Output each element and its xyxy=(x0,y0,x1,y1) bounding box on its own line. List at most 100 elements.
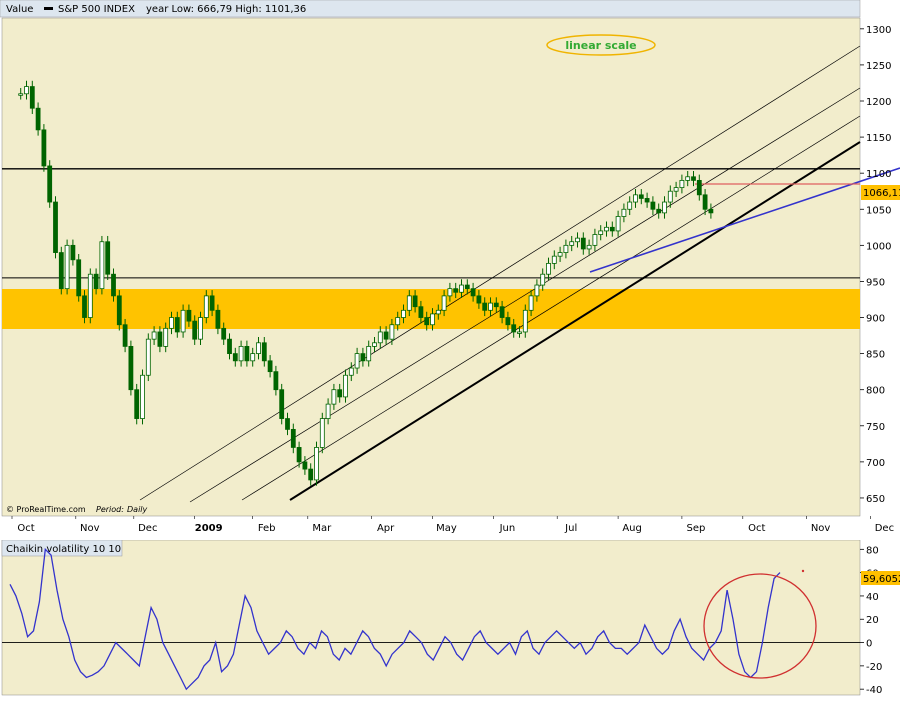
candle xyxy=(273,365,279,396)
candle xyxy=(412,290,418,313)
candle xyxy=(685,171,691,187)
candle xyxy=(174,311,180,338)
candle xyxy=(76,254,82,302)
candle xyxy=(493,297,499,313)
y-tick-label: 800 xyxy=(866,386,885,397)
candle xyxy=(604,221,609,237)
candle xyxy=(464,279,470,295)
candle xyxy=(401,304,406,324)
channel-line-upper-1 xyxy=(139,45,861,501)
x-tick-label: Oct xyxy=(17,523,34,534)
candle xyxy=(482,297,488,317)
candle xyxy=(192,315,198,345)
candle xyxy=(348,362,354,382)
price-tag-box xyxy=(861,185,900,200)
chaikin-tick-label: 20 xyxy=(866,615,879,626)
candle xyxy=(430,308,435,331)
candle xyxy=(354,347,360,374)
candle xyxy=(128,340,134,396)
chaikin-value-label: 59,6052 xyxy=(863,574,900,585)
candle xyxy=(261,337,267,367)
candle xyxy=(87,268,93,324)
chaikin-header-bar xyxy=(1,539,123,557)
y-tick-label: 1100 xyxy=(866,169,891,180)
channel-line-upper-2 xyxy=(189,87,861,503)
candle xyxy=(696,174,702,201)
candle xyxy=(279,383,285,425)
chaikin-chart-panel: Chaikin volatility 10 10 -40-20020406080… xyxy=(0,539,900,700)
x-tick-label: Jun xyxy=(499,523,516,534)
candle xyxy=(198,311,203,345)
candle xyxy=(569,235,575,252)
candle xyxy=(580,232,586,255)
chaikin-tick-label: -20 xyxy=(866,662,882,673)
candle xyxy=(111,268,116,302)
y-tick-label: 900 xyxy=(866,314,885,325)
candle xyxy=(256,337,261,360)
candle xyxy=(151,326,157,345)
candle xyxy=(575,232,580,248)
channel-trendlines xyxy=(139,45,900,503)
candle xyxy=(203,290,209,324)
candle xyxy=(505,311,511,331)
candle xyxy=(418,300,424,324)
x-tick-label: Aug xyxy=(622,523,642,534)
candle xyxy=(29,80,35,114)
horizontal-lines xyxy=(2,168,860,279)
chaikin-tick-label: 0 xyxy=(866,639,872,650)
candle xyxy=(325,398,331,425)
candle xyxy=(673,181,679,197)
candle xyxy=(592,228,598,252)
price-chart-svg: Value S&P 500 INDEX year Low: 666,79 Hig… xyxy=(0,0,900,534)
candle xyxy=(557,246,563,262)
candle xyxy=(244,340,250,367)
candle xyxy=(70,239,76,266)
candle xyxy=(238,340,244,367)
candle xyxy=(319,412,325,454)
chaikin-chart-svg: Chaikin volatility 10 10 -40-20020406080… xyxy=(1,539,900,696)
header-series-name: S&P 500 INDEX xyxy=(58,4,135,15)
candle xyxy=(221,322,227,345)
candle xyxy=(343,369,348,403)
header-value-label: Value xyxy=(6,4,33,15)
candle xyxy=(441,290,447,317)
candle xyxy=(424,311,430,331)
candle xyxy=(186,304,192,327)
candle xyxy=(586,239,592,255)
candle xyxy=(215,304,221,335)
candle xyxy=(35,102,41,136)
candle xyxy=(459,279,464,299)
price-chart-panel: Value S&P 500 INDEX year Low: 666,79 Hig… xyxy=(0,0,900,534)
y-tick-label: 1150 xyxy=(866,133,891,144)
candlestick-series xyxy=(18,80,714,486)
chaikin-tick-label: -40 xyxy=(866,685,882,696)
x-tick-label: Feb xyxy=(258,523,276,534)
candle xyxy=(656,203,662,219)
candle xyxy=(511,318,517,338)
candle xyxy=(488,297,493,317)
candle xyxy=(99,235,105,295)
y-tick-label: 1250 xyxy=(866,61,891,72)
candle xyxy=(563,239,569,259)
candle xyxy=(638,189,644,205)
candle xyxy=(47,160,53,208)
candle xyxy=(169,311,174,335)
header-year-range: year Low: 666,79 High: 1101,36 xyxy=(146,4,306,15)
x-tick-label: Mar xyxy=(312,523,332,534)
chaikin-header: Chaikin volatility 10 10 xyxy=(6,544,121,555)
candle xyxy=(627,196,633,216)
candle xyxy=(145,333,151,382)
candle xyxy=(296,441,302,468)
price-tag-label: 1066,11 xyxy=(863,188,900,199)
candle xyxy=(702,189,708,216)
candle xyxy=(227,333,232,360)
candle xyxy=(389,318,395,345)
y-tick-label: 750 xyxy=(866,422,885,433)
candle xyxy=(609,221,615,237)
candle xyxy=(209,290,215,317)
annotation-linear-scale: linear scale xyxy=(565,39,636,52)
candle xyxy=(662,196,667,219)
x-tick-label: May xyxy=(436,523,457,534)
x-tick-label: Apr xyxy=(377,523,395,534)
x-tick-label: Dec xyxy=(138,523,157,534)
